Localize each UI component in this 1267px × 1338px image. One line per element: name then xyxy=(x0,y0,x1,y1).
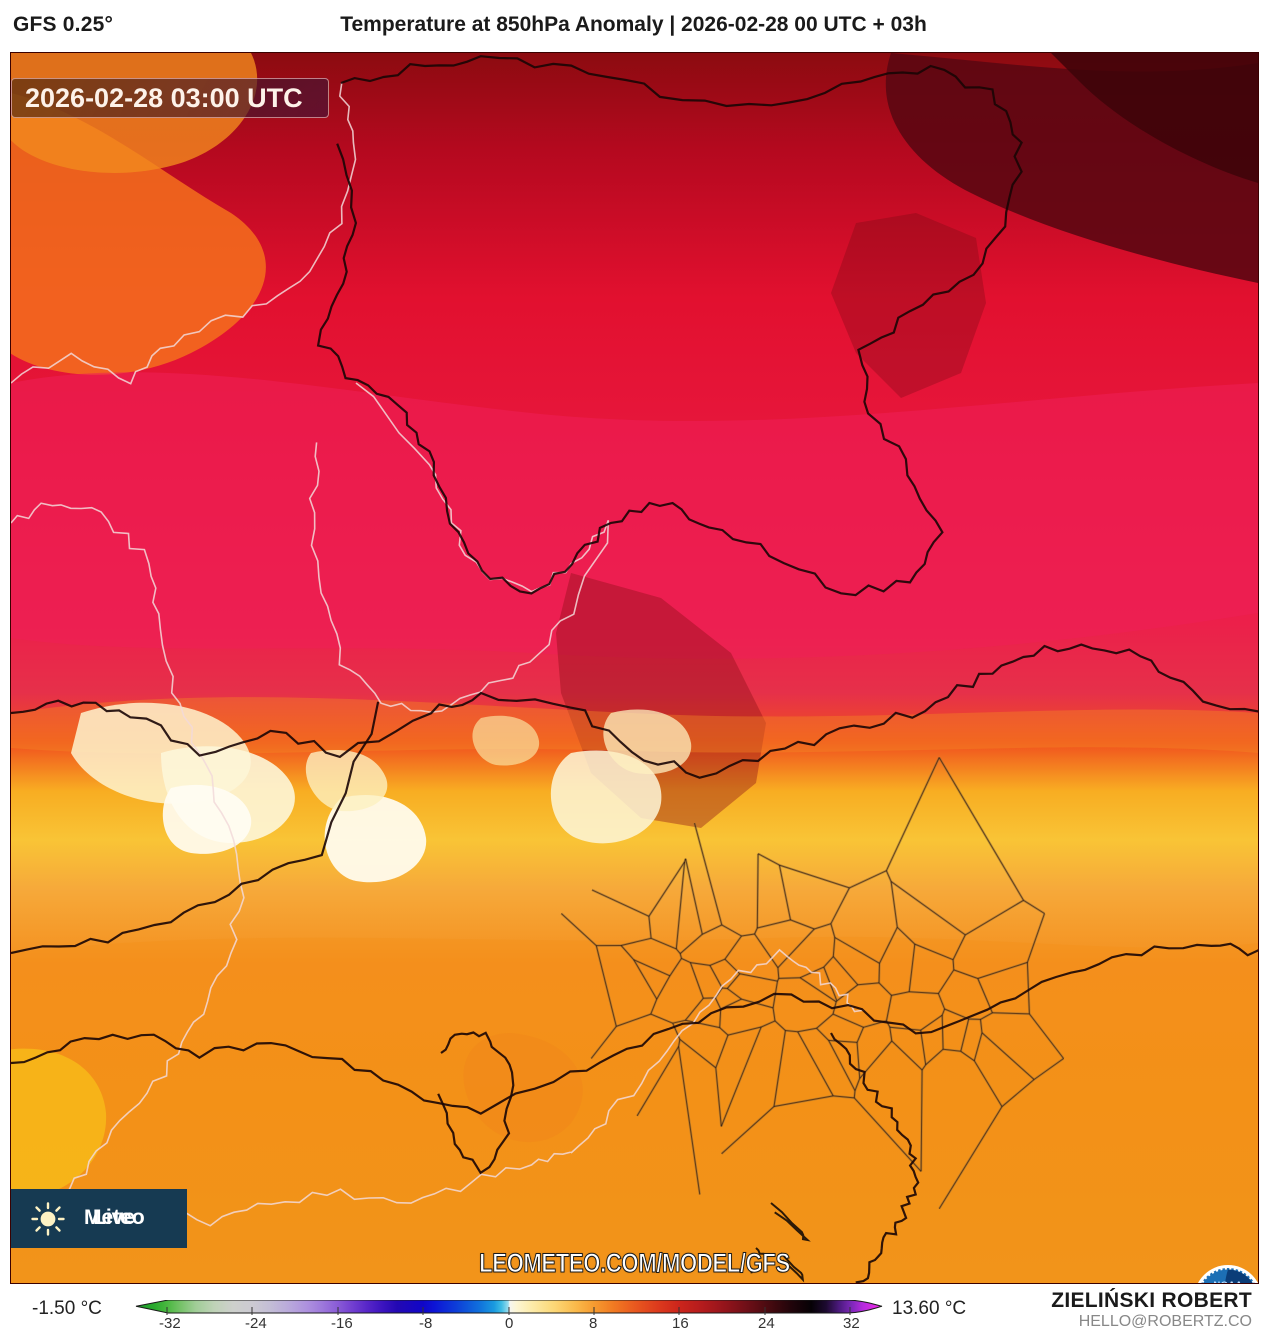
svg-text:NOAA: NOAA xyxy=(1213,1280,1242,1284)
